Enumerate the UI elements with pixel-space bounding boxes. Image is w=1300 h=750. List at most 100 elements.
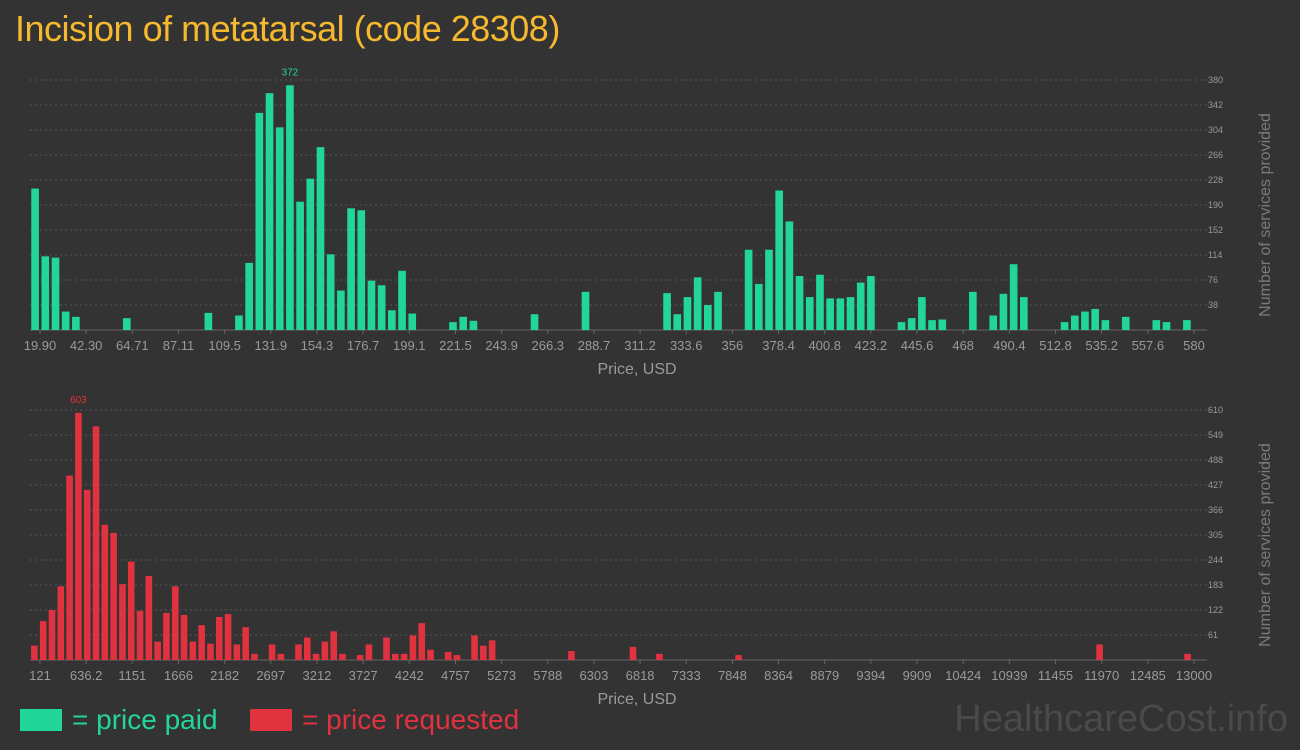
requested-bar bbox=[83, 489, 91, 660]
paid-x-tick-label: 109.5 bbox=[208, 338, 241, 353]
requested-bar bbox=[268, 644, 276, 660]
requested-bar bbox=[145, 575, 153, 660]
page-title: Incision of metatarsal (code 28308) bbox=[15, 8, 560, 49]
requested-bar bbox=[392, 653, 399, 660]
requested-x-tick-label: 2182 bbox=[210, 668, 239, 683]
requested-bar bbox=[154, 641, 161, 660]
paid-bar bbox=[805, 297, 814, 330]
paid-bar bbox=[41, 256, 50, 330]
paid-y-tick-label: 152 bbox=[1208, 225, 1223, 235]
legend-requested-label: = price requested bbox=[302, 704, 520, 735]
paid-bar bbox=[398, 270, 406, 330]
paid-y-tick-label: 190 bbox=[1208, 200, 1223, 210]
paid-bar bbox=[928, 320, 936, 330]
requested-bar bbox=[656, 653, 663, 660]
paid-x-tick-label: 490.4 bbox=[993, 338, 1026, 353]
requested-bar bbox=[453, 655, 461, 660]
requested-bar bbox=[365, 644, 373, 660]
paid-bar bbox=[693, 277, 702, 330]
paid-x-tick-label: 288.7 bbox=[578, 338, 611, 353]
paid-y-tick-label: 342 bbox=[1208, 100, 1223, 110]
requested-bar bbox=[75, 412, 82, 660]
paid-y-tick-label: 304 bbox=[1208, 125, 1223, 135]
paid-bar bbox=[999, 293, 1008, 330]
requested-y-tick-label: 244 bbox=[1208, 555, 1223, 565]
paid-bar bbox=[1121, 316, 1130, 330]
requested-bar bbox=[251, 653, 258, 660]
paid-bar bbox=[969, 291, 977, 330]
requested-bar bbox=[277, 653, 285, 660]
requested-x-tick-label: 5273 bbox=[487, 668, 516, 683]
paid-x-tick-label: 42.30 bbox=[70, 338, 103, 353]
requested-bar bbox=[101, 524, 109, 660]
requested-bar bbox=[480, 645, 487, 660]
paid-bar bbox=[683, 297, 692, 330]
requested-bar bbox=[339, 653, 346, 660]
paid-bar bbox=[72, 316, 80, 330]
paid-bar bbox=[775, 190, 784, 330]
requested-x-tick-label: 3212 bbox=[302, 668, 331, 683]
paid-x-axis-label: Price, USD bbox=[597, 361, 676, 378]
paid-bar bbox=[530, 314, 539, 330]
paid-bar bbox=[286, 85, 294, 331]
requested-x-tick-label: 13000 bbox=[1176, 668, 1212, 683]
requested-x-tick-label: 121 bbox=[29, 668, 51, 683]
paid-x-tick-label: 356 bbox=[722, 338, 744, 353]
paid-y-tick-label: 38 bbox=[1208, 300, 1218, 310]
requested-bar bbox=[735, 655, 742, 660]
paid-bar bbox=[714, 291, 722, 330]
requested-bar bbox=[303, 637, 311, 660]
paid-x-tick-label: 333.6 bbox=[670, 338, 703, 353]
paid-bar bbox=[275, 127, 284, 330]
requested-bar bbox=[224, 614, 232, 660]
paid-bar bbox=[1081, 311, 1089, 330]
paid-x-tick-label: 400.8 bbox=[808, 338, 841, 353]
requested-bar bbox=[171, 586, 179, 660]
paid-bar bbox=[1091, 308, 1099, 330]
requested-y-tick-label: 488 bbox=[1208, 455, 1223, 465]
requested-x-tick-label: 1151 bbox=[118, 668, 146, 683]
paid-bar bbox=[408, 313, 417, 330]
paid-bar bbox=[754, 283, 763, 330]
paid-x-tick-label: 535.2 bbox=[1085, 338, 1118, 353]
paid-bar bbox=[704, 305, 712, 330]
paid-bar bbox=[1009, 264, 1018, 330]
paid-bar bbox=[51, 257, 60, 330]
paid-x-tick-label: 557.6 bbox=[1132, 338, 1165, 353]
paid-y-axis-label: Number of services provided bbox=[1257, 113, 1274, 317]
requested-bar bbox=[356, 655, 364, 660]
paid-bar bbox=[326, 254, 335, 330]
requested-bar bbox=[471, 635, 478, 660]
paid-bar bbox=[449, 322, 457, 330]
requested-bar bbox=[189, 641, 197, 660]
paid-x-tick-label: 19.90 bbox=[24, 338, 57, 353]
requested-x-tick-label: 11455 bbox=[1038, 668, 1073, 683]
requested-bar bbox=[321, 641, 329, 660]
requested-x-tick-label: 1666 bbox=[164, 668, 193, 683]
requested-x-tick-label: 4242 bbox=[395, 668, 424, 683]
paid-bar bbox=[816, 274, 824, 330]
paid-bar bbox=[204, 312, 213, 330]
paid-bar bbox=[337, 290, 345, 330]
paid-bar bbox=[744, 249, 753, 330]
paid-bar bbox=[1162, 322, 1171, 330]
requested-y-axis-label: Number of services provided bbox=[1257, 443, 1274, 647]
requested-x-tick-label: 636.2 bbox=[70, 668, 103, 683]
requested-y-tick-label: 122 bbox=[1208, 605, 1223, 615]
requested-bar bbox=[110, 532, 117, 660]
paid-bar bbox=[1060, 322, 1069, 330]
requested-bar bbox=[136, 610, 144, 660]
requested-x-tick-label: 2697 bbox=[256, 668, 285, 683]
requested-x-tick-label: 7848 bbox=[718, 668, 747, 683]
requested-x-tick-label: 6303 bbox=[579, 668, 608, 683]
paid-x-tick-label: 87.11 bbox=[163, 338, 195, 353]
paid-bar bbox=[459, 316, 468, 330]
requested-bar bbox=[57, 586, 65, 660]
paid-bar bbox=[388, 310, 396, 330]
paid-x-tick-label: 423.2 bbox=[855, 338, 888, 353]
paid-bar bbox=[673, 314, 682, 330]
paid-bar bbox=[1070, 315, 1079, 330]
paid-bar bbox=[765, 249, 773, 330]
requested-y-tick-label: 183 bbox=[1208, 580, 1223, 590]
